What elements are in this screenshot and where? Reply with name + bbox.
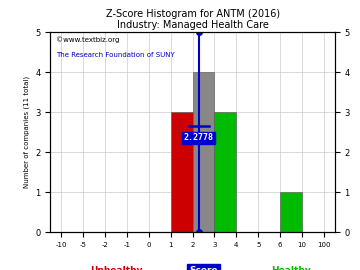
Y-axis label: Number of companies (11 total): Number of companies (11 total) — [23, 76, 30, 188]
Text: ©www.textbiz.org: ©www.textbiz.org — [56, 36, 120, 43]
Text: Unhealthy: Unhealthy — [90, 266, 142, 270]
Bar — [215, 112, 237, 232]
Bar — [280, 192, 302, 232]
Bar — [193, 72, 215, 232]
Text: Healthy: Healthy — [271, 266, 311, 270]
Text: 2.2778: 2.2778 — [184, 133, 214, 143]
Text: Score: Score — [189, 266, 218, 270]
Bar — [171, 112, 193, 232]
Title: Z-Score Histogram for ANTM (2016)
Industry: Managed Health Care: Z-Score Histogram for ANTM (2016) Indust… — [105, 9, 280, 30]
Text: The Research Foundation of SUNY: The Research Foundation of SUNY — [56, 52, 175, 58]
